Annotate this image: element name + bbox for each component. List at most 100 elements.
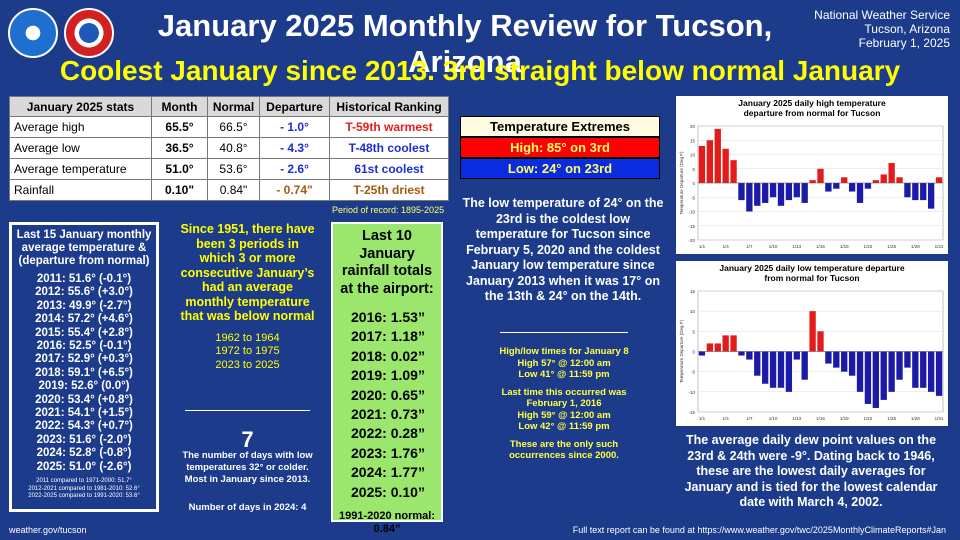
footer-website[interactable]: weather.gov/tucson — [9, 525, 87, 535]
note-line: 2022-2025 compared to 1991-2020: 53.6° — [28, 493, 140, 500]
departure-value: - 4.3° — [259, 137, 330, 159]
list-item: 2013: 49.9° (-2.7°) — [36, 299, 132, 312]
data-bar — [801, 351, 808, 380]
month-value: 51.0° — [151, 158, 208, 180]
times-block: High/low times for January 8 High 57° @ … — [466, 346, 662, 381]
times-line: High 59° @ 12:00 am — [517, 409, 611, 421]
y-tick-label: 10 — [690, 309, 696, 314]
data-bar — [935, 177, 943, 183]
stats-header: January 2025 stats — [9, 96, 152, 117]
list-item: 2016: 52.5° (-0.1°) — [36, 340, 132, 353]
times-line: High/low times for January 8 — [499, 346, 629, 357]
data-bar — [888, 163, 895, 183]
list-item: 2017: 52.9° (+0.3°) — [35, 353, 133, 366]
y-tick-label: -10 — [688, 210, 695, 215]
data-bar — [777, 351, 785, 388]
x-tick-label: 1/28 — [911, 244, 920, 249]
y-axis-label: Temperature Departure (Deg F) — [679, 151, 684, 215]
data-bar — [714, 343, 721, 352]
times-block: These are the only such occurrences sinc… — [466, 439, 662, 462]
times-line: Low 41° @ 11:59 pm — [518, 369, 610, 380]
stats-table: January 2025 stats Month Normal Departur… — [9, 96, 449, 201]
normal-value: 66.5° — [207, 116, 260, 138]
period-item: 1962 to 1964 — [215, 331, 280, 344]
extremes-header: Temperature Extremes — [460, 116, 660, 137]
data-bar — [769, 183, 777, 198]
coldest-low-note: The low temperature of 24° on the 23rd i… — [462, 196, 664, 303]
table-row: Average low 36.5° 40.8° - 4.3° T-48th co… — [9, 137, 449, 159]
data-bar — [848, 183, 856, 192]
x-tick-label: 1/13 — [792, 244, 801, 249]
data-bar — [722, 335, 729, 352]
below-normal-periods: Since 1951, there have been 3 periods in… — [180, 222, 315, 372]
x-tick-label: 1/25 — [887, 416, 896, 421]
data-bar — [872, 180, 879, 183]
times-line: Last time this occurred was — [501, 386, 627, 398]
departure-value: - 1.0° — [259, 116, 330, 138]
y-tick-label: -15 — [688, 224, 695, 229]
times-line: occurrences since 2000. — [509, 450, 619, 461]
data-bar — [777, 183, 785, 206]
stats-header: Normal — [207, 96, 260, 117]
table-row: Rainfall 0.10" 0.84" - 0.74" T-25th drie… — [9, 179, 449, 201]
report-date: February 1, 2025 — [858, 36, 950, 50]
divider — [185, 410, 310, 411]
data-bar — [738, 183, 745, 201]
x-tick-label: 1/22 — [864, 416, 873, 421]
data-bar — [896, 351, 903, 380]
y-tick-label: 15 — [690, 289, 696, 294]
data-bar — [722, 148, 729, 183]
data-bar — [754, 183, 761, 206]
times-line: These are the only such — [509, 438, 619, 450]
page-subtitle: Coolest January since 2013. 3rd straight… — [59, 55, 901, 86]
data-bar — [706, 343, 714, 352]
list-item: 2016: 1.53” — [351, 309, 425, 325]
data-bar — [817, 168, 824, 183]
data-bar — [848, 351, 856, 376]
data-bar — [872, 351, 879, 408]
y-tick-label: -10 — [688, 390, 695, 395]
data-bar — [920, 351, 927, 388]
times-line: High 57° @ 12:00 am — [517, 357, 611, 369]
y-tick-label: -5 — [691, 195, 695, 200]
noaa-logo — [8, 8, 58, 58]
high-low-times: High/low times for January 8 High 57° @ … — [466, 346, 662, 468]
chart-title: from normal for Tucson — [764, 273, 859, 283]
month-value: 0.10" — [151, 179, 208, 201]
footer-report-link[interactable]: Full text report can be found at https:/… — [572, 525, 946, 535]
data-bar — [825, 183, 832, 192]
y-tick-label: -5 — [691, 370, 695, 375]
data-bar — [912, 351, 919, 388]
y-tick-label: 10 — [690, 153, 696, 158]
high-departure-chart: January 2025 daily high temperature depar… — [676, 96, 948, 254]
data-bar — [833, 351, 840, 368]
data-bar — [801, 183, 808, 203]
data-bar — [746, 183, 753, 212]
data-bar — [864, 183, 872, 189]
x-tick-label: 1/19 — [840, 244, 849, 249]
last15-box: Last 15 January monthly average temperat… — [9, 222, 159, 512]
stats-header: Month — [151, 96, 208, 117]
data-bar — [935, 351, 943, 396]
times-block: Last time this occurred was February 1, … — [466, 387, 662, 433]
x-tick-label: 1/16 — [816, 416, 825, 421]
list-item: 2019: 1.09” — [351, 367, 425, 384]
row-label: Average temperature — [9, 158, 152, 180]
data-bar — [809, 311, 816, 352]
data-bar — [785, 351, 793, 392]
x-tick-label: 1/1 — [699, 416, 706, 421]
low-departure-svg: January 2025 daily low temperature depar… — [679, 263, 944, 421]
list-item: 2025: 51.0° (-2.6°) — [36, 460, 132, 473]
y-tick-label: -15 — [688, 410, 695, 415]
data-bar — [888, 351, 895, 392]
list-item: 2022: 54.3° (+0.7°) — [35, 420, 133, 433]
list-item: 2018: 59.1° (+6.5°) — [35, 366, 133, 379]
data-bar — [785, 183, 793, 201]
data-bar — [754, 351, 761, 376]
y-tick-label: 0 — [692, 181, 695, 186]
stats-header: Historical Ranking — [329, 96, 449, 117]
y-tick-label: 20 — [690, 124, 696, 129]
list-item: 2017: 1.18” — [351, 328, 425, 345]
period-of-record: Period of record: 1895-2025 — [332, 205, 445, 215]
y-tick-label: 5 — [692, 167, 695, 172]
